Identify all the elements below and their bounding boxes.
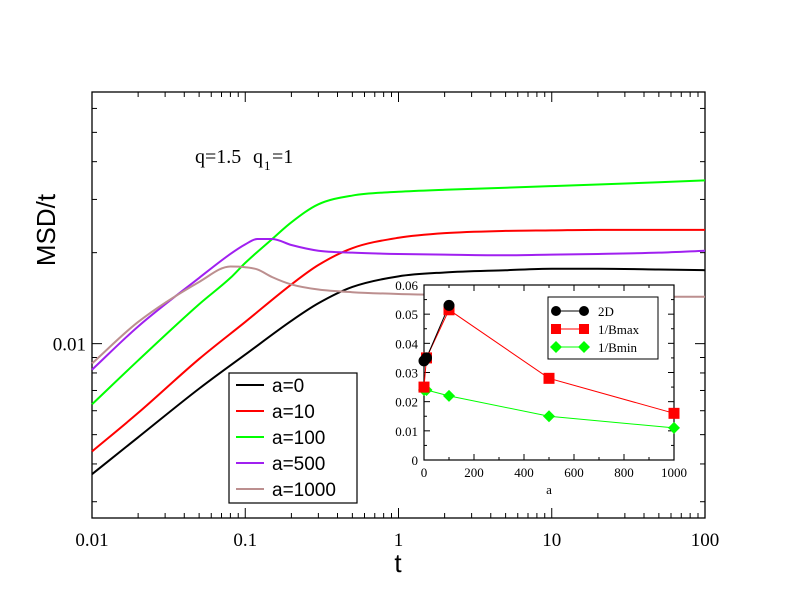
series-line-a-500 <box>91 237 706 371</box>
inset-axis-ticks: 0 200 400 600 800 1000 0 0.01 0.02 0.03 0.04 0.05 0.… <box>395 278 687 480</box>
legend-label-a0: a=0 <box>272 376 304 397</box>
y-tick-label: 0.01 <box>53 335 86 356</box>
x-tick-label: 10 <box>542 530 561 551</box>
series-line-a-100 <box>91 179 706 406</box>
inset-legend-box <box>547 296 659 360</box>
inset-point-1-bmax <box>543 372 555 384</box>
legend-label-a10: a=10 <box>272 402 315 423</box>
inset-x-tick-label: 200 <box>464 465 484 480</box>
legend-label-a100: a=100 <box>272 428 325 449</box>
x-tick-label: 100 <box>691 530 720 551</box>
inset-x-tick-label: 800 <box>614 465 634 480</box>
inset-legend-marker-2d-right <box>579 306 589 316</box>
inset-y-tick-label: 0.03 <box>395 366 418 381</box>
inset-legend-marker-bmin-right <box>578 341 590 353</box>
inset-point-2d <box>421 352 432 364</box>
legend-label-a500: a=500 <box>272 454 325 475</box>
x-tick-label: 0.01 <box>75 530 108 551</box>
inset-point-1-bmax <box>418 381 430 393</box>
inset-x-tick-label: 1000 <box>661 465 687 480</box>
inset-point-1-bmin <box>443 389 455 402</box>
inset-y-tick-label: 0.04 <box>395 336 418 351</box>
x-tick-label: 1 <box>394 530 404 551</box>
inset-legend-label-2d: 2D <box>598 304 614 319</box>
legend-label-a1000: a=1000 <box>272 480 336 501</box>
inset-point-2d <box>443 299 455 311</box>
x-axis-title: t <box>394 548 402 578</box>
inset-legend: 2D 1/Bmax 1/Bmin <box>547 296 659 360</box>
annotation-q1-sub: 1 <box>264 158 271 173</box>
annotation-q: q=1.5 <box>195 146 241 168</box>
inset-point-1-bmax <box>668 407 680 419</box>
inset-y-tick-label: 0 <box>412 453 419 468</box>
inset-x-tick-label: 0 <box>421 465 428 480</box>
inset-y-tick-label: 0.05 <box>395 307 418 322</box>
annotation-q1-value: =1 <box>272 146 293 168</box>
annotation-q1-main: q <box>253 146 263 168</box>
inset-legend-marker-bmax-left <box>551 324 561 334</box>
inset-y-tick-label: 0.02 <box>395 395 418 410</box>
y-axis-title: MSD/t <box>31 193 61 266</box>
x-tick-label: 0.1 <box>233 530 257 551</box>
series-line-a-10 <box>91 228 705 453</box>
main-legend: a=0 a=10 a=100 a=500 a=1000 <box>228 372 358 504</box>
inset-legend-marker-bmin-left <box>550 341 562 353</box>
inset-legend-marker-2d-left <box>551 306 561 316</box>
main-axis-ticks: 0.01 0.1 1 10 1000.01 <box>53 92 720 551</box>
inset-y-tick-label: 0.06 <box>395 278 418 293</box>
inset-y-tick-label: 0.01 <box>395 424 418 439</box>
inset-legend-label-bmax: 1/Bmax <box>598 322 640 337</box>
inset-legend-marker-bmax-right <box>579 324 589 334</box>
inset-x-tick-label: 400 <box>514 465 534 480</box>
inset-point-1-bmin <box>668 421 680 434</box>
inset-x-axis-title: a <box>546 482 552 497</box>
inset-legend-label-bmin: 1/Bmin <box>598 340 638 355</box>
inset-x-tick-label: 600 <box>564 465 584 480</box>
inset-series-group <box>418 299 680 434</box>
series-line-a-0 <box>91 267 706 475</box>
inset-point-1-bmin <box>543 410 555 423</box>
